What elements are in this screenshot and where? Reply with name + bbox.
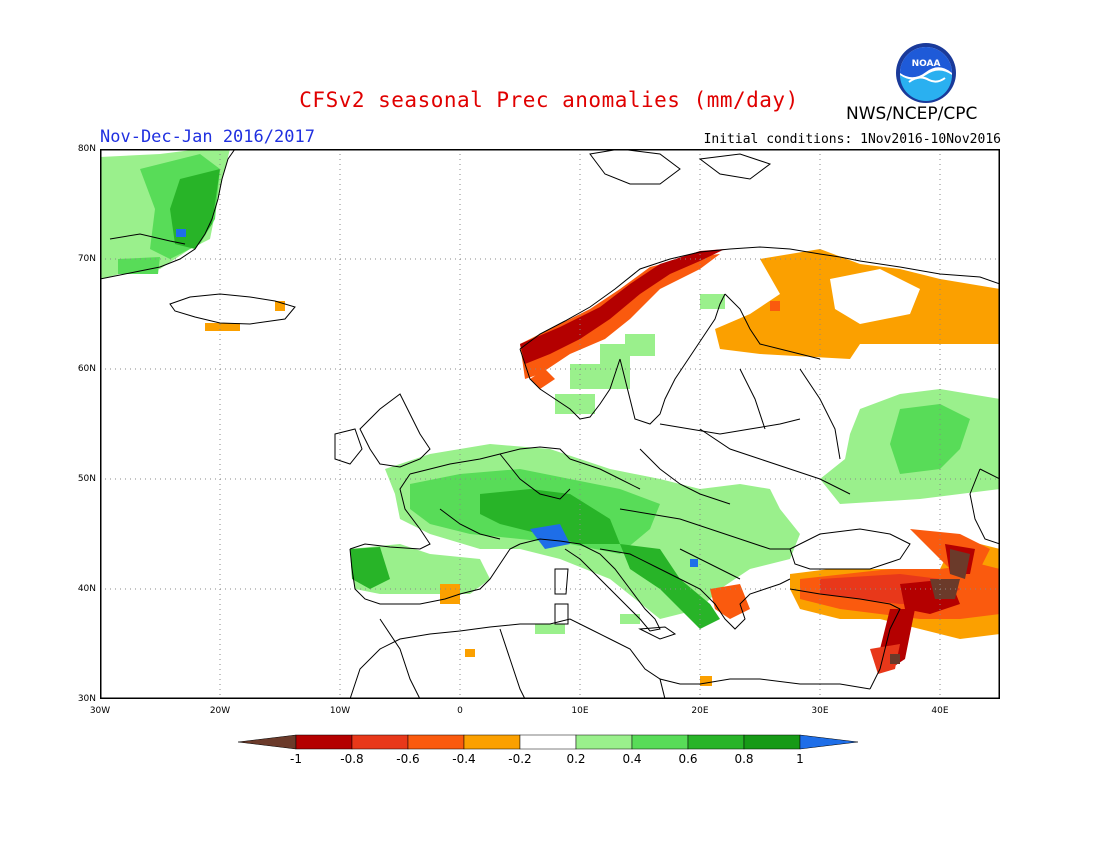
lon-label: 0: [457, 706, 463, 716]
legend-swatch: [407, 734, 465, 750]
legend-swatch-high: [799, 734, 859, 750]
map-frame: [100, 149, 1000, 699]
lat-label: 80N: [77, 144, 96, 154]
legend-swatch: [687, 734, 745, 750]
legend-swatch-low: [238, 734, 297, 750]
logo-text: NOAA: [912, 59, 941, 69]
legend-swatch: [519, 734, 577, 750]
forecast-period: Nov-Dec-Jan 2016/2017: [100, 127, 315, 147]
lon-label: 10W: [329, 706, 351, 716]
legend-label: 0.4: [622, 752, 642, 766]
legend-label: 0.6: [678, 752, 698, 766]
legend-label: 0.8: [734, 752, 754, 766]
agency-label: NWS/NCEP/CPC: [846, 104, 978, 124]
legend-label: -0.6: [396, 752, 420, 766]
legend-swatch: [463, 734, 521, 750]
precip-anomaly-map: [100, 149, 1000, 699]
color-legend: [238, 734, 859, 750]
anomaly-patches: [100, 149, 1000, 686]
legend-label: 1: [796, 752, 804, 766]
lon-label: 30W: [89, 706, 111, 716]
lat-label: 40N: [77, 584, 96, 594]
legend-label: -0.8: [340, 752, 364, 766]
lon-label: 20W: [209, 706, 231, 716]
initial-conditions: Initial conditions: 1Nov2016-10Nov2016: [703, 132, 1001, 147]
lat-label: 50N: [77, 474, 96, 484]
lon-label: 10E: [571, 706, 589, 716]
legend-label: 0.2: [566, 752, 586, 766]
legend-label: -1: [290, 752, 302, 766]
lat-label: 60N: [77, 364, 96, 374]
lon-label: 20E: [691, 706, 709, 716]
noaa-logo-icon: NOAA: [896, 43, 956, 103]
legend-swatch: [351, 734, 409, 750]
legend-label: -0.4: [452, 752, 476, 766]
legend-swatch: [743, 734, 801, 750]
legend-swatch: [575, 734, 633, 750]
chart-title: CFSv2 seasonal Prec anomalies (mm/day): [299, 88, 799, 112]
coastlines: [100, 149, 1000, 699]
lon-label: 30E: [811, 706, 829, 716]
legend-label: -0.2: [508, 752, 532, 766]
legend-swatch: [631, 734, 689, 750]
legend-swatch: [295, 734, 353, 750]
lat-label: 70N: [77, 254, 96, 264]
lon-label: 40E: [931, 706, 949, 716]
lat-label: 30N: [77, 694, 96, 704]
